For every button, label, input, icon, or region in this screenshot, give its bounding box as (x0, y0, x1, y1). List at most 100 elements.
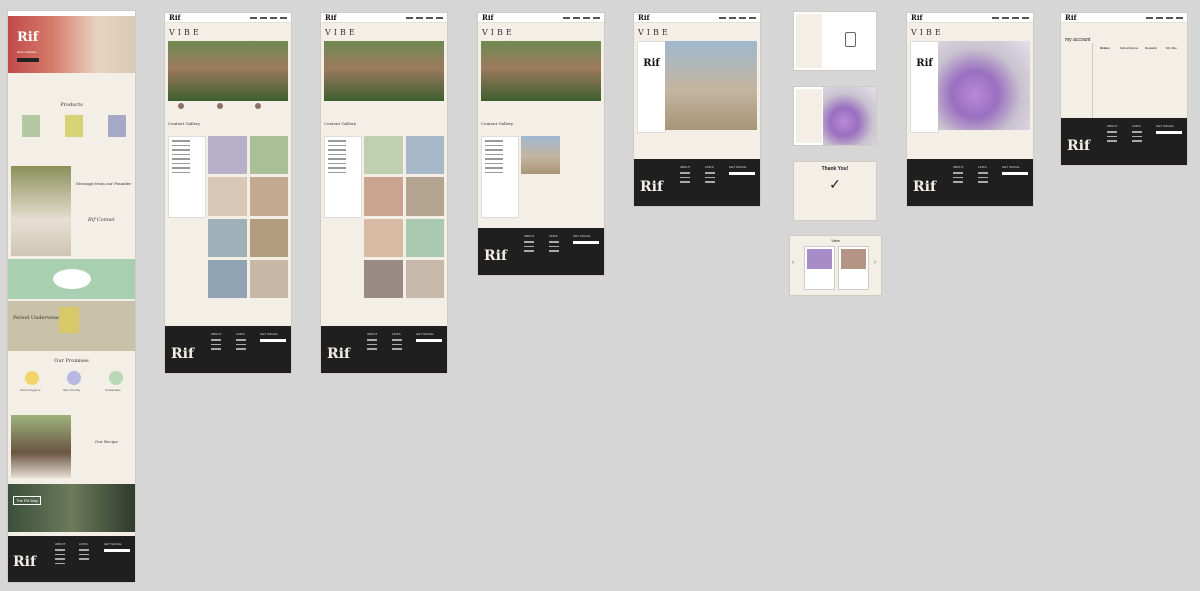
footer-links-column: LINKS (1132, 124, 1142, 142)
footer-links-column: LINKS (705, 165, 715, 183)
footer-logo[interactable]: Rif (640, 179, 663, 195)
account-tab[interactable]: Rewards (1145, 46, 1157, 50)
promise-label: Skin Friendly (63, 388, 81, 392)
gallery-item[interactable] (208, 136, 247, 175)
product-card[interactable] (65, 115, 83, 137)
mint-banner (8, 259, 135, 299)
gallery-item[interactable] (521, 136, 560, 174)
content-gallery-heading: Content Gallery (481, 121, 514, 126)
founder-signature: Rif Connel (88, 217, 115, 223)
upload-placeholder-icon (845, 32, 856, 47)
nav-bar: Rif (634, 13, 760, 23)
next-arrow-icon[interactable]: › (874, 260, 876, 266)
gallery-item[interactable] (249, 136, 288, 175)
footer-about-column: ABOUT (55, 542, 65, 564)
footer-logo[interactable]: Rif (327, 346, 350, 362)
footer-social-column: GET SOCIAL (260, 332, 286, 342)
nav-logo[interactable]: Rif (638, 13, 650, 22)
home-hero: Rif Each wellness... (8, 16, 135, 73)
footer-links-column: LINKS (549, 234, 559, 252)
nav-links[interactable] (563, 16, 600, 19)
product-card[interactable] (22, 115, 40, 137)
footer-logo[interactable]: Rif (913, 179, 936, 195)
nav-bar: Rif (478, 13, 604, 23)
gallery-item[interactable] (249, 177, 288, 216)
footer: Rif ABOUT LINKS GET SOCIAL (1061, 118, 1187, 165)
vibe-hero-photo (324, 41, 444, 101)
footer-heading: ABOUT (55, 542, 66, 546)
product-card[interactable] (108, 115, 126, 137)
footer: Rif ABOUT LINKS GET SOCIAL (634, 159, 760, 206)
account-tab[interactable]: My Vibe (1166, 46, 1177, 50)
nav-logo[interactable]: Rif (911, 13, 923, 22)
gallery-item[interactable] (249, 259, 288, 298)
gallery-item[interactable] (405, 177, 444, 216)
nav-links[interactable] (992, 16, 1029, 19)
footer-heading: ABOUT (680, 165, 691, 169)
nav-logo[interactable]: Rif (1065, 13, 1077, 22)
gallery-item[interactable] (405, 259, 444, 298)
gallery-item[interactable] (364, 259, 403, 298)
nav-logo[interactable]: Rif (482, 13, 494, 22)
gallery-item[interactable] (208, 218, 247, 257)
footer-heading: ABOUT (211, 332, 222, 336)
gallery-item[interactable] (405, 136, 444, 175)
nav-bar: Rif (907, 13, 1033, 23)
gallery-grid (208, 136, 288, 298)
footer-heading: ABOUT (367, 332, 378, 336)
footer-heading: LINKS (1132, 124, 1141, 128)
nav-links[interactable] (250, 16, 287, 19)
detail-photo[interactable] (938, 41, 1030, 130)
viewer-card[interactable] (804, 246, 835, 290)
nav-links[interactable] (1146, 16, 1183, 19)
footer-heading: GET SOCIAL (573, 234, 591, 238)
detail-card: Rif (910, 41, 939, 133)
viewer-card[interactable] (838, 246, 869, 290)
gallery-item[interactable] (405, 218, 444, 257)
gallery-item[interactable] (208, 259, 247, 298)
footer: Rif ABOUT LINKS GET SOCIAL (321, 326, 447, 373)
gallery-filter-sidebar[interactable] (324, 136, 362, 218)
hero-shop-button[interactable] (17, 58, 39, 62)
footer-heading: GET SOCIAL (416, 332, 434, 336)
footer-logo[interactable]: Rif (484, 248, 507, 264)
account-board: Rif my account Orders Subscriptions Rewa… (1061, 13, 1187, 165)
footer-heading: GET SOCIAL (729, 165, 747, 169)
footer-links-column: LINKS (79, 542, 89, 560)
footer: Rif ABOUT LINKS GET SOCIAL (8, 536, 135, 582)
upload-form[interactable] (796, 14, 822, 68)
detail-photo[interactable] (665, 41, 757, 130)
gallery-item[interactable] (249, 218, 288, 257)
nav-logo[interactable]: Rif (325, 13, 337, 22)
gallery-item[interactable] (364, 177, 403, 216)
footer-heading: LINKS (392, 332, 401, 336)
period-hygiene-icon (25, 371, 39, 385)
sustainable-icon (109, 371, 123, 385)
gallery-filter-sidebar[interactable] (168, 136, 206, 218)
gallery-item[interactable] (208, 177, 247, 216)
nav-logo[interactable]: Rif (169, 13, 181, 22)
gallery-filter-sidebar[interactable] (481, 136, 519, 218)
rif-way-banner: The Rif Way (8, 484, 135, 532)
footer-about-column: ABOUT (1107, 124, 1117, 142)
gallery-item[interactable] (364, 136, 403, 175)
rif-way-label[interactable]: The Rif Way (13, 496, 41, 505)
nav-links[interactable] (406, 16, 443, 19)
promises-heading: Our Promises (54, 358, 89, 364)
gallery-item[interactable] (364, 218, 403, 257)
footer-links-column: LINKS (978, 165, 988, 183)
footer-heading: LINKS (705, 165, 714, 169)
nav-links[interactable] (719, 16, 756, 19)
account-tab[interactable]: Subscriptions (1120, 46, 1139, 50)
footer-logo[interactable]: Rif (171, 346, 194, 362)
upload-form[interactable] (796, 89, 822, 143)
footer-social-column: GET SOCIAL (1156, 124, 1182, 134)
prev-arrow-icon[interactable]: ‹ (792, 260, 794, 266)
avatar (255, 103, 261, 109)
gallery-grid (364, 136, 444, 298)
account-title: my account (1065, 37, 1091, 43)
hero-logo[interactable]: Rif (17, 30, 39, 45)
footer-logo[interactable]: Rif (1067, 138, 1090, 154)
footer-logo[interactable]: Rif (13, 554, 36, 570)
account-tab[interactable]: Orders (1100, 46, 1110, 50)
